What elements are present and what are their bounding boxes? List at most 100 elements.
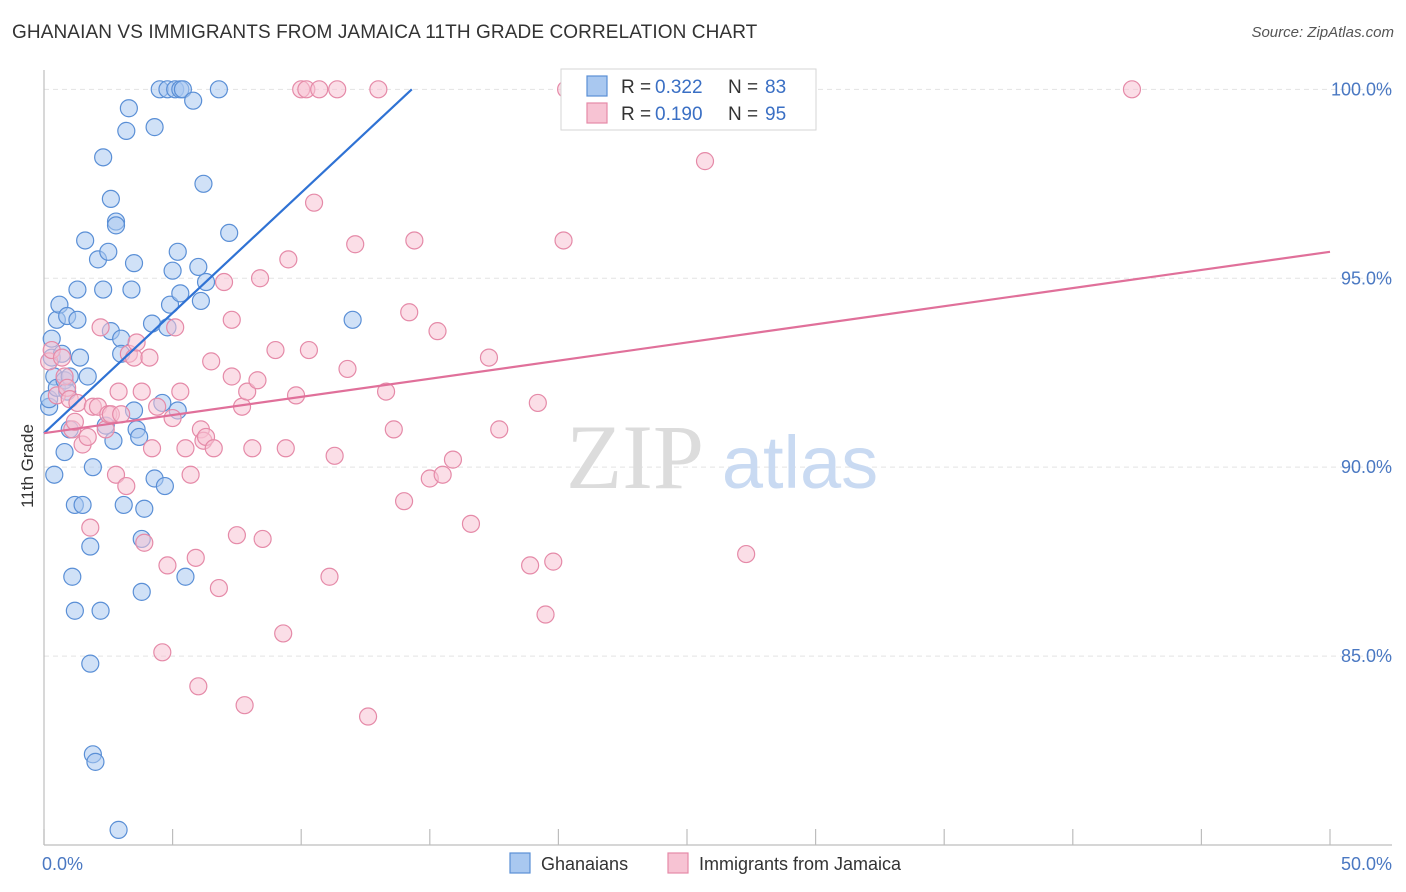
jamaica-point — [127, 333, 146, 352]
jamaica-point — [52, 348, 72, 367]
jamaica-point — [737, 544, 756, 564]
watermark-zip: ZIP — [566, 406, 704, 508]
y-tick-labels: 85.0% 90.0% 95.0% 100.0% — [1331, 79, 1392, 666]
ghanaians-point — [76, 231, 95, 250]
jamaica-point — [81, 518, 100, 537]
jamaica-point — [376, 382, 396, 401]
bottom-legend-label-jamaica: Immigrants from Jamaica — [699, 854, 902, 874]
ghanaians-point — [94, 280, 113, 299]
jamaica-point — [433, 465, 452, 484]
ghanaians-point — [63, 567, 82, 586]
watermark: ZIP atlas — [566, 406, 878, 508]
jamaica-point — [65, 412, 84, 431]
ghanaians-point — [83, 458, 102, 477]
jamaica-point — [235, 696, 254, 715]
legend-n-label-ghanaians: N = — [728, 77, 758, 98]
ghanaians-point — [343, 310, 362, 329]
jamaica-point — [279, 250, 298, 269]
jamaica-point — [117, 476, 136, 496]
jamaica-point — [181, 465, 200, 484]
ghanaians-point — [209, 80, 228, 99]
jamaica-point — [153, 643, 172, 662]
jamaica-point — [536, 605, 555, 624]
legend-n-value-ghanaians: 83 — [765, 77, 786, 98]
ghanaians-point — [122, 280, 141, 299]
ghanaians-point — [173, 80, 192, 99]
bottom-legend-label-ghanaians: Ghanaians — [541, 854, 628, 874]
jamaica-point — [490, 420, 509, 439]
jamaica-point — [171, 382, 190, 401]
jamaica-point — [78, 427, 97, 447]
jamaica-point — [106, 465, 126, 484]
jamaica-point — [112, 405, 131, 424]
bottom-legend-swatch-jamaica — [667, 852, 689, 874]
jamaica-point — [286, 386, 306, 405]
jamaica-point — [479, 348, 499, 367]
jamaica-point — [204, 439, 223, 458]
legend-swatch-jamaica — [586, 102, 608, 124]
jamaica-point — [163, 408, 182, 428]
ghanaians-point — [112, 329, 131, 348]
stats-legend: R = 0.322 N = 83 R = 0.190 N = 95 — [560, 68, 817, 131]
ghanaians-point — [132, 582, 151, 601]
jamaica-point — [428, 322, 447, 341]
jamaica-point — [544, 552, 563, 571]
source-label: Source: ZipAtlas.com — [1251, 24, 1394, 41]
ghanaians-point — [184, 91, 203, 110]
ghanaians-point — [176, 567, 195, 586]
ghanaians-point — [220, 223, 239, 243]
ghanaians-point — [163, 261, 182, 280]
legend-n-label-jamaica: N = — [728, 104, 758, 125]
jamaica-point — [1122, 80, 1142, 99]
jamaica-point — [394, 492, 414, 511]
legend-n-value-jamaica: 95 — [765, 104, 786, 125]
ghanaians-point — [73, 495, 92, 515]
jamaica-point — [328, 80, 347, 99]
jamaica-point — [214, 272, 234, 292]
trend-line-ghanaians — [43, 88, 413, 434]
ghanaians-point — [117, 121, 136, 140]
jamaica-point — [443, 450, 463, 469]
ghanaians-point — [91, 601, 110, 620]
jamaica-point — [176, 439, 195, 458]
jamaica-point — [253, 529, 272, 549]
ghanaians-point — [99, 242, 118, 261]
jamaica-point — [384, 420, 403, 439]
jamaica-point — [521, 556, 540, 575]
legend-r-label-ghanaians: R = — [621, 77, 651, 98]
bottom-legend: Ghanaians Immigrants from Jamaica — [509, 852, 902, 874]
jamaica-point — [320, 567, 339, 586]
ghanaians-point — [70, 348, 90, 367]
jamaica-point — [209, 578, 228, 598]
jamaica-point — [695, 152, 715, 171]
ghanaians-point — [135, 499, 154, 518]
jamaica-point — [274, 624, 293, 643]
jamaica-point — [238, 382, 257, 401]
jamaica-point — [461, 514, 481, 533]
y-tick-label-85: 85.0% — [1341, 646, 1392, 666]
ghanaians-point — [68, 280, 87, 299]
legend-r-value-jamaica: 0.190 — [655, 104, 703, 125]
jamaica-point — [310, 80, 329, 99]
jamaica-point — [91, 318, 110, 337]
jamaica-point — [299, 340, 319, 360]
jamaica-point — [142, 439, 162, 458]
legend-swatch-ghanaians — [586, 75, 608, 97]
jamaica-point — [132, 382, 151, 401]
jamaica-point — [250, 269, 270, 288]
y-tick-label-90: 90.0% — [1341, 457, 1392, 477]
jamaica-point — [186, 548, 205, 567]
y-axis-title: 11th Grade — [18, 424, 37, 508]
ghanaians-point — [94, 148, 113, 167]
jamaica-point — [338, 359, 357, 379]
ghanaians-point — [65, 601, 84, 620]
ghanaians-point — [145, 118, 164, 137]
ghanaians-point — [106, 216, 126, 235]
trend-lines — [43, 88, 1331, 435]
legend-r-value-ghanaians: 0.322 — [655, 77, 703, 98]
series-jamaica-points — [40, 80, 1142, 726]
ghanaians-point — [78, 367, 97, 386]
y-tick-label-100: 100.0% — [1331, 79, 1392, 99]
jamaica-point — [158, 556, 177, 575]
